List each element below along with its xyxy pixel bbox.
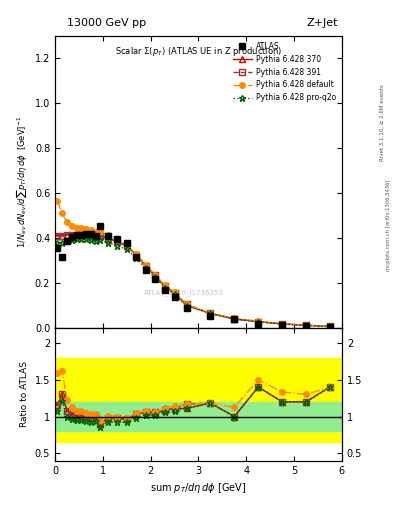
- Text: 13000 GeV pp: 13000 GeV pp: [67, 18, 146, 28]
- Text: Rivet 3.1.10, ≥ 2.6M events: Rivet 3.1.10, ≥ 2.6M events: [380, 84, 384, 161]
- Text: mcplots.cern.ch [arXiv:1306.3436]: mcplots.cern.ch [arXiv:1306.3436]: [386, 180, 391, 271]
- Y-axis label: Ratio to ATLAS: Ratio to ATLAS: [20, 361, 29, 428]
- Text: ATLAS_2019_I1736253: ATLAS_2019_I1736253: [144, 290, 224, 296]
- Text: Z+Jet: Z+Jet: [307, 18, 338, 28]
- Text: Scalar $\Sigma(p_T)$ (ATLAS UE in Z production): Scalar $\Sigma(p_T)$ (ATLAS UE in Z prod…: [115, 45, 282, 58]
- X-axis label: sum $p_T/d\eta\,d\phi$ [GeV]: sum $p_T/d\eta\,d\phi$ [GeV]: [150, 481, 247, 495]
- Legend: ATLAS, Pythia 6.428 370, Pythia 6.428 391, Pythia 6.428 default, Pythia 6.428 pr: ATLAS, Pythia 6.428 370, Pythia 6.428 39…: [230, 39, 338, 104]
- Y-axis label: $1/N_{ev}\,dN_{ev}/d\sum p_T/d\eta\,d\phi$  [GeV]$^{-1}$: $1/N_{ev}\,dN_{ev}/d\sum p_T/d\eta\,d\ph…: [15, 116, 29, 248]
